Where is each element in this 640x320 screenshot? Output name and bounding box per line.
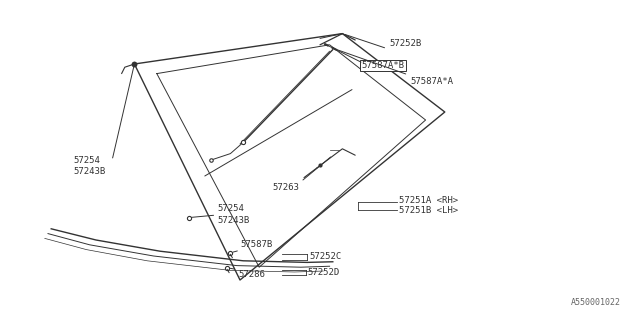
Text: 57252B: 57252B	[389, 39, 421, 48]
Text: 57251A <RH>: 57251A <RH>	[399, 196, 458, 204]
Text: 57254: 57254	[74, 156, 100, 165]
Text: A550001022: A550001022	[571, 298, 621, 307]
Text: 57252C: 57252C	[309, 252, 341, 261]
Text: 57254: 57254	[218, 204, 244, 213]
Text: 57263: 57263	[273, 183, 300, 192]
Text: 57587B: 57587B	[241, 240, 273, 249]
Text: 57587A*B: 57587A*B	[362, 61, 404, 70]
Text: 57251B <LH>: 57251B <LH>	[399, 206, 458, 215]
Text: 57243B: 57243B	[218, 216, 250, 225]
Text: 57243B: 57243B	[74, 167, 106, 176]
Text: 57252D: 57252D	[308, 268, 340, 277]
Text: 57286: 57286	[238, 270, 265, 279]
Text: 57587A*A: 57587A*A	[410, 77, 453, 86]
